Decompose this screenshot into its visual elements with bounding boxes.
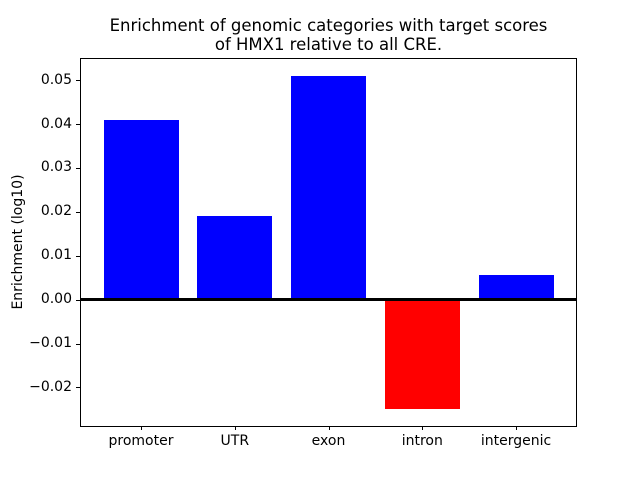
y-tick-label: −0.02 <box>29 378 72 395</box>
x-tick-mark <box>422 426 424 430</box>
x-tick-mark <box>234 426 236 430</box>
zero-line <box>81 298 576 301</box>
y-tick-label: 0.02 <box>40 203 72 220</box>
y-tick-label: 0.00 <box>40 291 72 308</box>
bar-exon <box>291 75 366 300</box>
y-tick-mark <box>76 255 80 257</box>
y-tick-mark <box>76 387 80 389</box>
bar-promoter <box>103 119 179 300</box>
y-tick-mark <box>76 211 80 213</box>
chart-title: Enrichment of genomic categories with ta… <box>80 16 577 54</box>
bar-intron <box>384 299 460 410</box>
x-tick-label-exon: exon <box>311 433 346 449</box>
bar-UTR <box>197 216 273 300</box>
x-tick-mark <box>328 426 330 430</box>
y-tick-label: 0.03 <box>40 159 72 176</box>
x-tick-mark <box>516 426 517 430</box>
x-tick-label-promoter: promoter <box>108 433 174 449</box>
y-tick-label: −0.01 <box>29 335 72 351</box>
x-tick-label-intergenic: intergenic <box>480 433 552 449</box>
y-tick-label: 0.05 <box>40 71 72 88</box>
x-tick-label-UTR: UTR <box>220 433 250 449</box>
x-tick-mark <box>141 426 142 430</box>
y-tick-mark <box>76 343 80 345</box>
y-tick-mark <box>76 167 80 169</box>
y-tick-label: 0.04 <box>40 115 72 132</box>
y-tick-label: 0.01 <box>40 247 72 264</box>
y-tick-mark <box>76 80 80 82</box>
plot-area <box>80 58 577 427</box>
y-axis-label: Enrichment (log10) <box>10 174 26 310</box>
chart-title-line1: Enrichment of genomic categories with ta… <box>109 16 548 35</box>
x-tick-label-intron: intron <box>401 433 443 449</box>
bar-intergenic <box>478 275 554 300</box>
y-tick-mark <box>76 124 80 125</box>
y-tick-mark <box>76 299 80 301</box>
chart-title-line2: of HMX1 relative to all CRE. <box>214 35 443 54</box>
